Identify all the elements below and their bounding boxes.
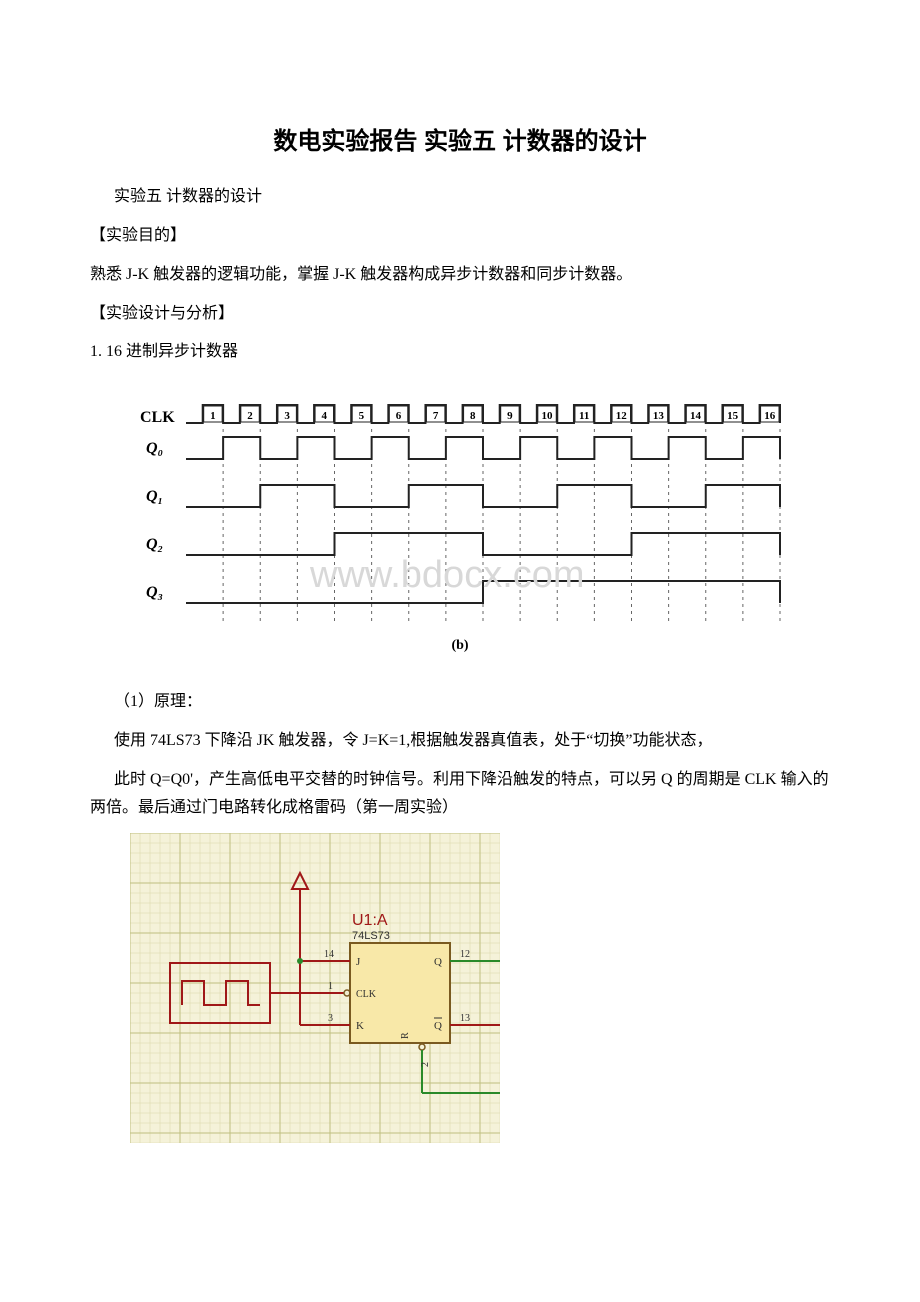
svg-text:4: 4 <box>322 410 328 422</box>
svg-text:1: 1 <box>328 981 333 992</box>
svg-text:Q₂: Q₂ <box>146 536 163 553</box>
principle-label: （1）原理： <box>90 688 830 717</box>
svg-text:12: 12 <box>460 949 470 960</box>
principle-p1: 使用 74LS73 下降沿 JK 触发器，令 J=K=1,根据触发器真值表，处于… <box>90 727 830 756</box>
svg-text:5: 5 <box>359 410 365 422</box>
svg-text:1: 1 <box>210 410 216 422</box>
svg-text:CLK: CLK <box>356 989 377 1000</box>
svg-text:Q₁: Q₁ <box>146 488 163 505</box>
svg-text:R: R <box>400 1032 411 1039</box>
purpose-text: 熟悉 J-K 触发器的逻辑功能，掌握 J-K 触发器构成异步计数器和同步计数器。 <box>90 261 830 290</box>
subtitle: 实验五 计数器的设计 <box>90 183 830 212</box>
svg-text:3: 3 <box>284 410 290 422</box>
svg-text:13: 13 <box>653 410 665 422</box>
svg-text:14: 14 <box>690 410 702 422</box>
svg-text:J: J <box>356 956 361 968</box>
section-purpose-label: 【实验目的】 <box>90 222 830 251</box>
section-design-label: 【实验设计与分析】 <box>90 300 830 329</box>
svg-text:2: 2 <box>247 410 253 422</box>
svg-text:14: 14 <box>324 949 334 960</box>
svg-text:6: 6 <box>396 410 402 422</box>
page-title: 数电实验报告 实验五 计数器的设计 <box>90 120 830 163</box>
svg-text:9: 9 <box>507 410 513 422</box>
svg-text:16: 16 <box>764 410 776 422</box>
svg-text:10: 10 <box>542 410 554 422</box>
svg-text:Q: Q <box>434 1020 442 1032</box>
svg-text:2: 2 <box>420 1062 431 1067</box>
timing-diagram: CLK12345678910111213141516Q₀Q₁Q₂Q₃www.bd… <box>130 387 790 668</box>
svg-text:Q₀: Q₀ <box>146 440 163 457</box>
principle-p2: 此时 Q=Q0'，产生高低电平交替的时钟信号。利用下降沿触发的特点，可以另 Q … <box>90 766 830 824</box>
svg-text:12: 12 <box>616 410 628 422</box>
svg-text:Q: Q <box>434 956 442 968</box>
svg-text:(b): (b) <box>451 638 468 653</box>
svg-text:CLK: CLK <box>140 409 175 426</box>
svg-text:Q₃: Q₃ <box>146 584 163 601</box>
svg-text:K: K <box>356 1020 364 1032</box>
svg-text:U1:A: U1:A <box>352 912 388 929</box>
svg-text:3: 3 <box>328 1013 333 1024</box>
svg-text:www.bdocx.com: www.bdocx.com <box>309 554 585 596</box>
svg-text:7: 7 <box>433 410 439 422</box>
svg-text:15: 15 <box>727 410 739 422</box>
svg-text:13: 13 <box>460 1013 470 1024</box>
circuit-diagram: U1:A74LS73 14 J 1 CLK 3 K 12 Q 13 Q R 2 <box>130 833 500 1154</box>
item1-label: 1. 16 进制异步计数器 <box>90 338 830 367</box>
svg-text:11: 11 <box>579 410 589 422</box>
svg-text:74LS73: 74LS73 <box>352 930 390 942</box>
svg-text:8: 8 <box>470 410 476 422</box>
